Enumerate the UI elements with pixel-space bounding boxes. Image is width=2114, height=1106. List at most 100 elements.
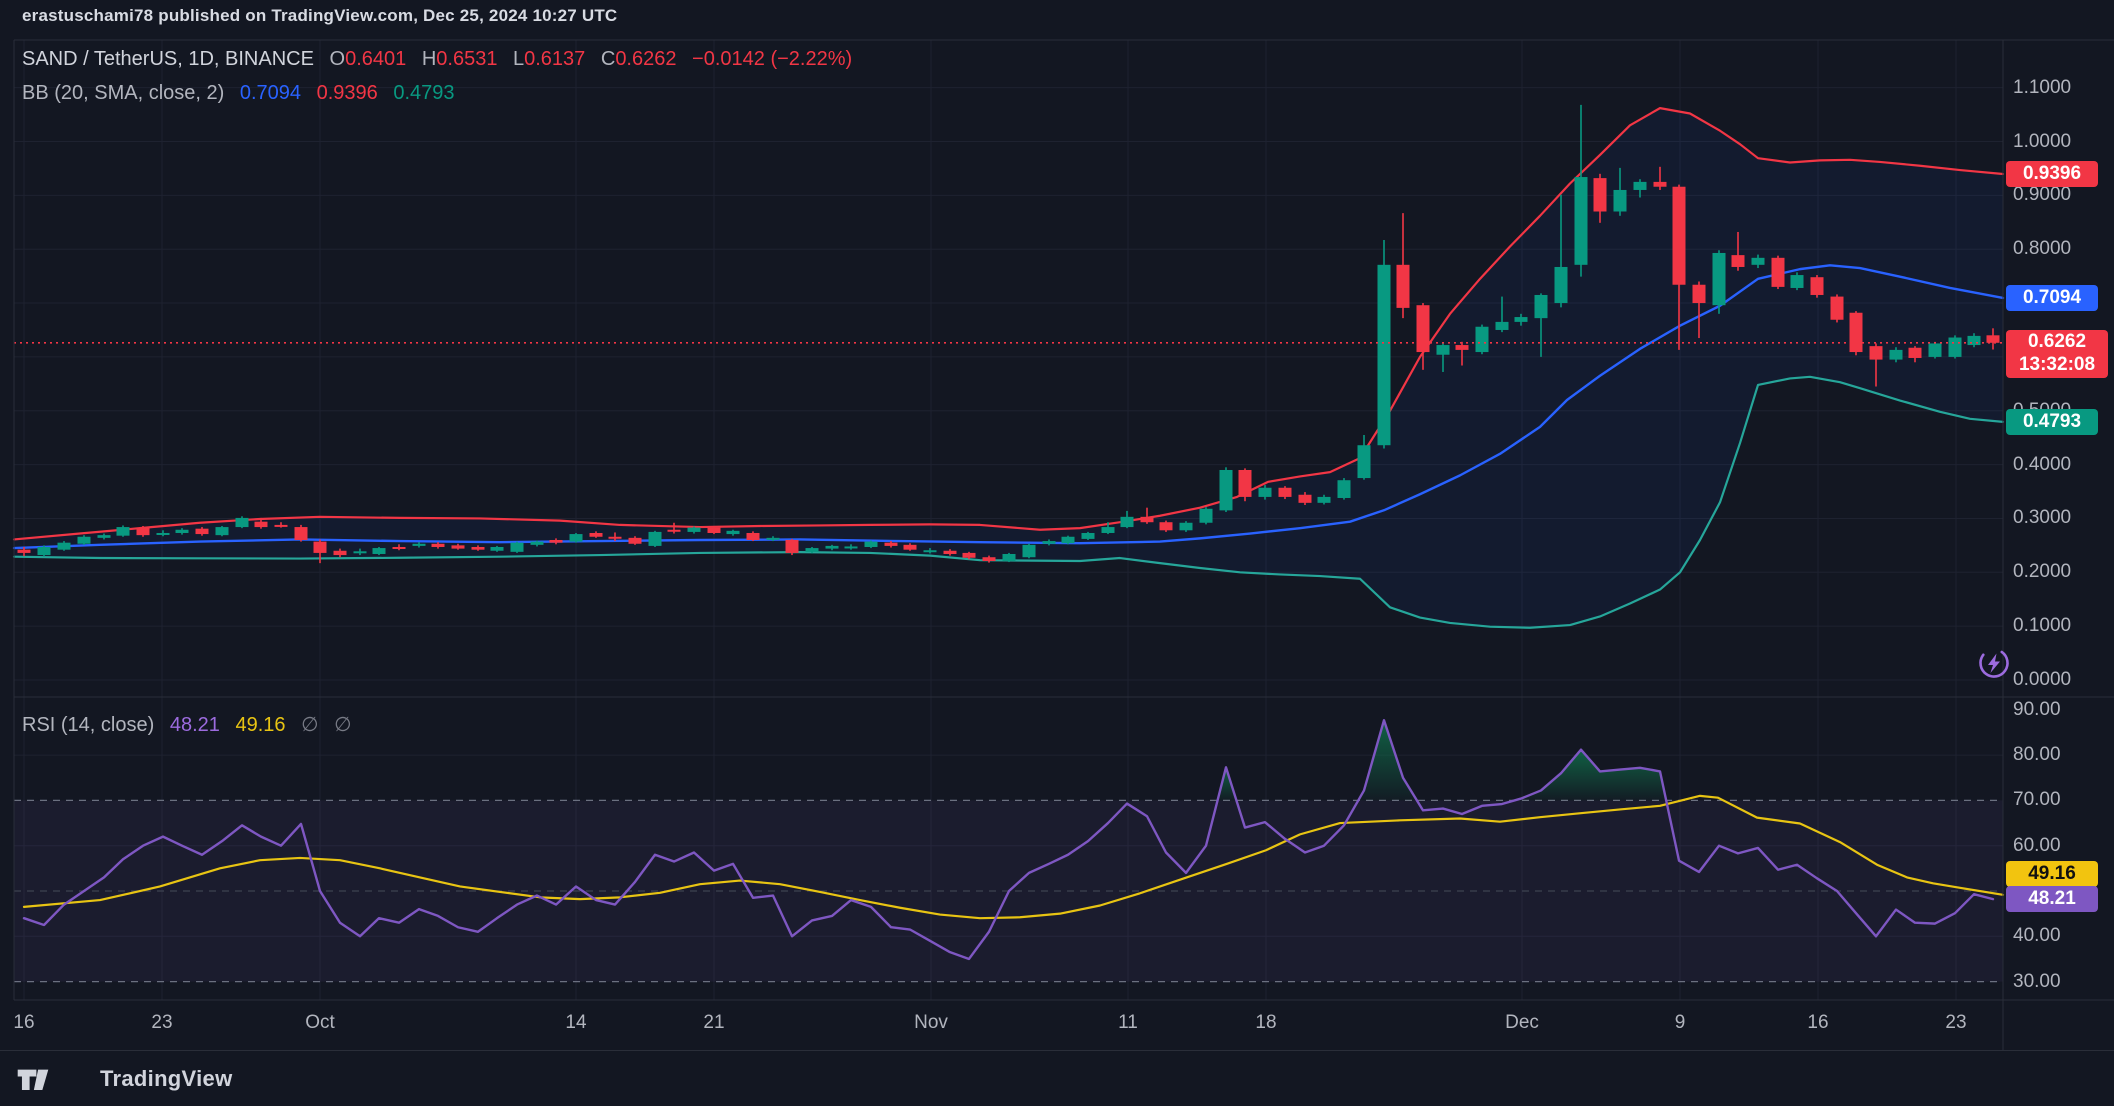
rsi-axis[interactable]: 90.00 80.00 70.00 60.00 40.00 30.00: [2003, 0, 2114, 1050]
candle-body: [1731, 255, 1745, 267]
rsi-overbought-fill: [1514, 749, 1667, 801]
candle-body: [1278, 487, 1292, 497]
candle-body: [372, 548, 386, 554]
candle-body: [1613, 189, 1627, 212]
candle-body: [412, 543, 426, 546]
candle-body: [1967, 335, 1981, 346]
lightning-stamp-icon[interactable]: [1975, 644, 2013, 682]
candle-body: [549, 539, 563, 543]
rsi-overbought-fill: [1217, 767, 1237, 801]
candle-body: [471, 546, 485, 550]
candle-body: [608, 536, 622, 539]
candle-body: [353, 551, 367, 554]
candle-body: [589, 532, 603, 537]
price-level-badge: 0.4793: [2006, 408, 2098, 435]
candle-body: [37, 546, 51, 556]
symbol-title[interactable]: SAND / TetherUS, 1D, BINANCE: [22, 48, 314, 70]
candle-body: [687, 527, 701, 532]
candle-body: [667, 529, 681, 532]
candle-body: [1928, 343, 1942, 357]
candle-body: [17, 549, 31, 553]
bb-fill: [14, 108, 2003, 628]
date-axis-label: 21: [703, 1012, 725, 1033]
price-axis[interactable]: 1.10001.00000.90000.80000.70000.60000.50…: [2003, 0, 2114, 1050]
rsi-line: [22, 719, 1995, 961]
rsi-title[interactable]: RSI (14, close): [22, 714, 155, 736]
candle-body: [1495, 321, 1509, 330]
candle-body: [785, 539, 799, 553]
candle-body: [1337, 480, 1351, 498]
candle-body: [1377, 264, 1391, 446]
candle-body: [628, 537, 642, 544]
candle-body: [235, 517, 249, 528]
candle-body: [864, 541, 878, 547]
date-axis-label: 11: [1118, 1012, 1138, 1033]
candle-body: [1416, 305, 1430, 353]
date-axis-label: 14: [565, 1012, 587, 1033]
rsi-value-badge: 48.21: [2006, 886, 2098, 913]
rsi-axis-label: 40.00: [2013, 925, 2061, 947]
rsi-empty-2: ∅: [334, 714, 352, 736]
candle-body: [175, 529, 189, 533]
price-axis-label: 0.0000: [2013, 669, 2072, 690]
bb-lower-value: 0.4793: [393, 82, 455, 104]
bb-legend[interactable]: BB (20, SMA, close, 2) 0.7094 0.9396 0.4…: [22, 82, 455, 105]
candle-body: [490, 546, 504, 551]
candle-body: [333, 550, 347, 556]
candle-body: [648, 531, 662, 546]
candle-body: [1771, 257, 1785, 287]
date-axis-label: 16: [1807, 1012, 1829, 1033]
candle-body: [1574, 177, 1588, 265]
date-axis-label: Oct: [305, 1012, 335, 1033]
price-axis-label: 1.0000: [2013, 130, 2072, 152]
footer-bar: TradingView: [0, 1050, 2114, 1106]
candle-body: [943, 550, 957, 554]
open-value: 0.6401: [345, 48, 407, 70]
candle-body: [57, 542, 71, 550]
low-value: 0.6137: [524, 48, 586, 70]
rsi-legend[interactable]: RSI (14, close) 48.21 49.16 ∅ ∅: [22, 712, 351, 737]
open-label: O: [329, 48, 346, 70]
candle-body: [1357, 445, 1371, 479]
bb-title[interactable]: BB (20, SMA, close, 2): [22, 82, 225, 104]
candle-body: [982, 557, 996, 561]
high-value: 0.6531: [436, 48, 498, 70]
candle-body: [510, 542, 524, 552]
tradingview-wordmark[interactable]: TradingView: [100, 1066, 233, 1091]
candle-body: [1317, 496, 1331, 503]
candle-body: [116, 527, 130, 536]
candle-body: [1554, 266, 1568, 304]
candle-body: [1869, 346, 1883, 360]
date-axis[interactable]: 16 23 Oct 14 21 Nov 11 18 Dec 9 16 23: [0, 1000, 2114, 1050]
publish-header: erastuschami78 published on TradingView.…: [22, 6, 618, 25]
candle-body: [903, 544, 917, 550]
tradingview-logo-icon[interactable]: [16, 1064, 50, 1094]
candle-body: [313, 541, 327, 553]
candle-body: [962, 552, 976, 558]
candle-body: [1436, 345, 1450, 355]
rsi-axis-label: 60.00: [2013, 834, 2061, 856]
symbol-legend[interactable]: SAND / TetherUS, 1D, BINANCE O0.6401 H0.…: [22, 48, 852, 71]
candle-body: [1948, 337, 1962, 357]
price-axis-label: 0.3000: [2013, 507, 2072, 529]
candle-body: [451, 545, 465, 549]
candle-body: [1889, 349, 1903, 360]
last-price-badge: 0.6262 13:32:08: [2006, 329, 2108, 378]
candle-body: [1810, 277, 1824, 295]
date-axis-label: Nov: [914, 1012, 948, 1033]
candle-body: [1653, 181, 1667, 187]
bb-lower-line: [12, 375, 2005, 629]
candle-body: [1908, 347, 1922, 358]
candle-body: [1258, 487, 1272, 497]
bb-upper-value: 0.9396: [316, 82, 378, 104]
candle-body: [1672, 186, 1686, 285]
candle-body: [254, 521, 268, 528]
candle-body: [1396, 264, 1410, 308]
price-axis-label: 0.9000: [2013, 184, 2072, 206]
candle-body: [766, 537, 780, 540]
price-axis-label: 0.8000: [2013, 238, 2072, 260]
candle-body: [97, 535, 111, 538]
candle-body: [1140, 516, 1154, 523]
candle-body: [1061, 536, 1075, 544]
